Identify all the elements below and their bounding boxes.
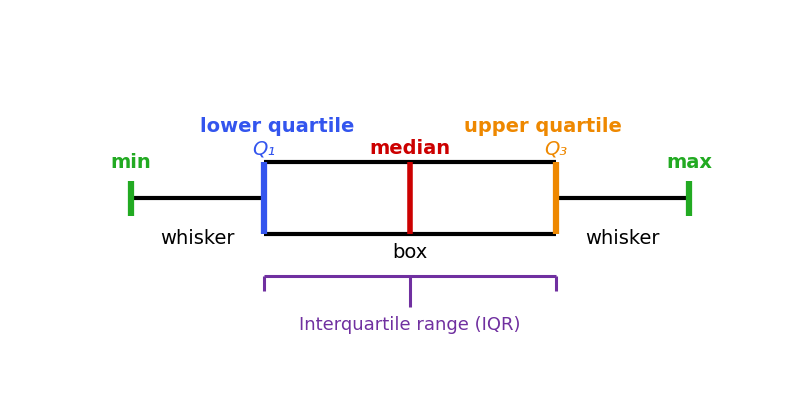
Text: max: max: [666, 153, 712, 172]
Text: upper quartile: upper quartile: [464, 117, 622, 136]
Text: median: median: [370, 139, 450, 158]
Text: min: min: [110, 153, 151, 172]
Text: box: box: [392, 243, 428, 262]
Text: lower quartile: lower quartile: [199, 117, 354, 136]
Text: whisker: whisker: [160, 229, 235, 247]
Text: whisker: whisker: [585, 229, 659, 247]
Text: Q₁: Q₁: [253, 139, 276, 158]
Text: Q₃: Q₃: [544, 139, 567, 158]
Text: Interquartile range (IQR): Interquartile range (IQR): [299, 315, 521, 333]
